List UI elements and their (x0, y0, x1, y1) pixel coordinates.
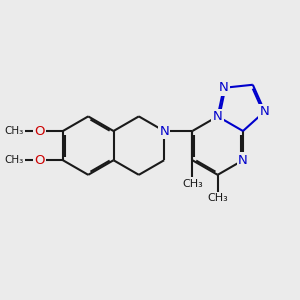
Text: CH₃: CH₃ (4, 126, 23, 136)
Text: CH₃: CH₃ (207, 193, 228, 203)
Text: N: N (213, 110, 223, 123)
Text: O: O (34, 124, 45, 137)
Text: O: O (34, 154, 45, 167)
Text: N: N (159, 124, 169, 137)
Text: CH₃: CH₃ (4, 155, 23, 165)
Text: N: N (260, 105, 270, 118)
Text: N: N (219, 81, 229, 94)
Text: N: N (238, 154, 248, 167)
Text: CH₃: CH₃ (182, 178, 203, 189)
